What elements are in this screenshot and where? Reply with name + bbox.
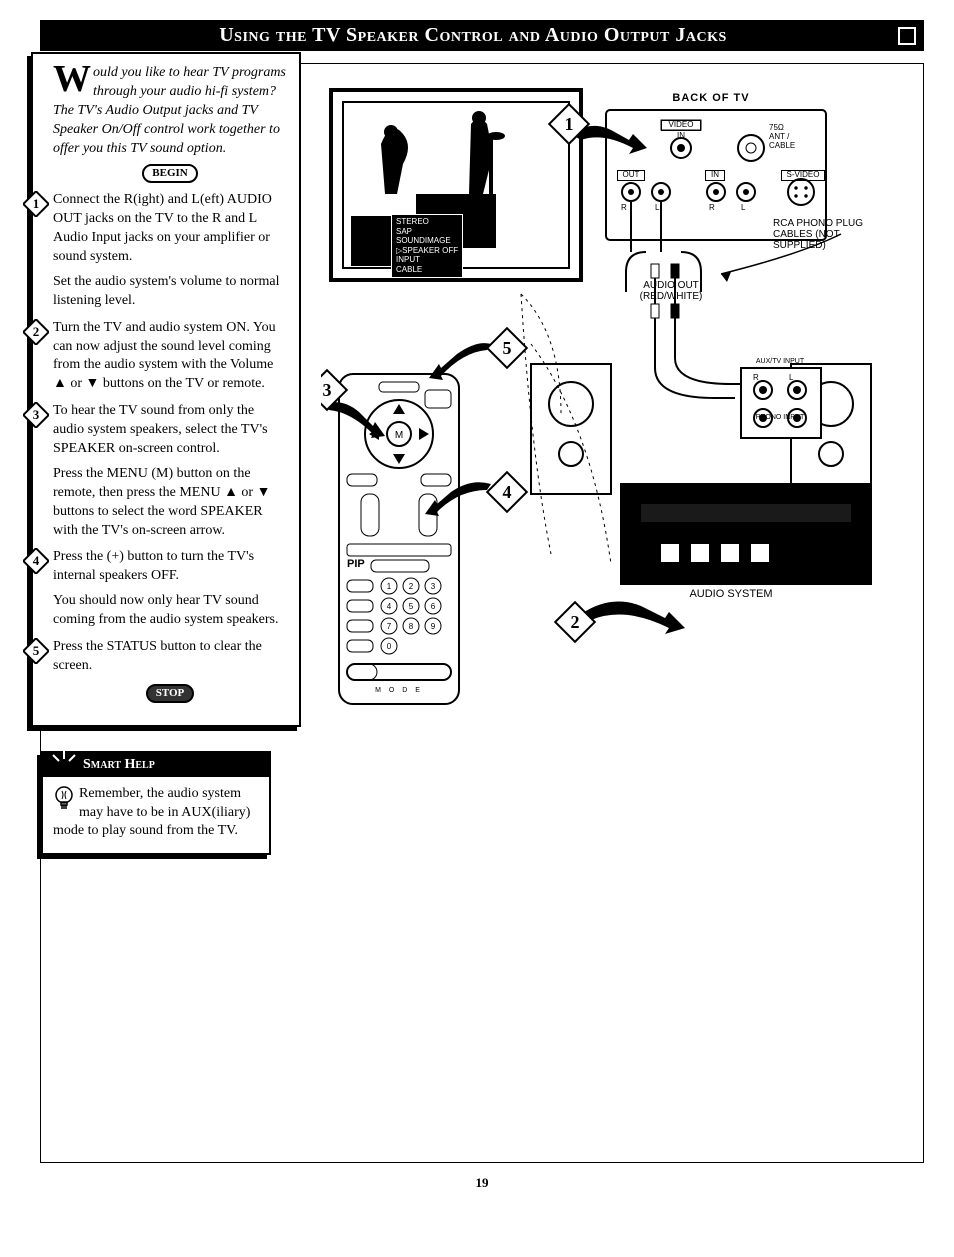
dropcap: W <box>53 64 93 94</box>
wiring-diagram: M <box>321 84 881 804</box>
svg-text:5: 5 <box>409 602 414 611</box>
steps-box: W ould you like to hear TV programs thro… <box>31 52 301 727</box>
stop-pill: STOP <box>53 684 287 703</box>
lightbulb-icon <box>53 785 75 813</box>
svg-text:1: 1 <box>33 196 40 211</box>
svg-text:2: 2 <box>33 324 40 339</box>
stop-label: STOP <box>146 684 195 703</box>
svg-text:8: 8 <box>409 622 414 631</box>
svg-text:4: 4 <box>33 553 40 568</box>
right-column: M <box>301 64 923 855</box>
label-audio-system: AUDIO SYSTEM <box>671 588 791 600</box>
label-amp-r: R <box>753 374 759 383</box>
svg-text:9: 9 <box>431 622 436 631</box>
step-2: 2 Turn the TV and audio system ON. You ca… <box>29 319 287 395</box>
label-svideo: S-VIDEO <box>781 170 825 181</box>
page-number: 19 <box>40 1175 924 1191</box>
step-diamond-icon: 5 <box>23 638 49 664</box>
title-corner-box <box>898 27 916 45</box>
step-5: 5 Press the STATUS button to clear the sc… <box>29 638 287 676</box>
svg-text:0: 0 <box>387 642 392 651</box>
begin-pill: BEGIN <box>53 164 287 183</box>
svg-text:3: 3 <box>33 407 40 422</box>
label-amp-l: L <box>789 374 793 383</box>
label-ant: 75Ω ANT / CABLE <box>769 124 809 150</box>
label-out: OUT <box>617 170 645 181</box>
step-5-para: Press the STATUS button to clear the scr… <box>53 638 287 676</box>
label-in: IN <box>669 132 693 141</box>
step-4-para: You should now only hear TV sound coming… <box>53 592 287 630</box>
label-video: VIDEO <box>661 120 701 131</box>
page-title: Using the TV Speaker Control and Audio O… <box>48 24 898 47</box>
step-4: 4 Press the (+) button to turn the TV's i… <box>29 548 287 630</box>
svg-text:7: 7 <box>387 622 392 631</box>
step-1-para: Connect the R(ight) and L(eft) AUDIO OUT… <box>53 191 287 267</box>
smart-help-header: Smart Help <box>43 753 269 777</box>
svg-text:3: 3 <box>323 380 332 400</box>
svg-text:4: 4 <box>503 482 512 502</box>
svg-text:M O D E: M O D E <box>375 687 423 694</box>
tv-onscreen-menu: STEREOSAPSOUNDIMAGE▷SPEAKER OFFINPUTCABL… <box>391 214 463 278</box>
label-l2: L <box>741 204 745 213</box>
svg-text:4: 4 <box>387 602 392 611</box>
label-back-of-tv: BACK OF TV <box>631 92 791 104</box>
title-bar: Using the TV Speaker Control and Audio O… <box>40 20 924 51</box>
smart-help-text: Remember, the audio system may have to b… <box>53 786 250 839</box>
step-diamond-icon: 3 <box>23 402 49 428</box>
remote-pip-label: PIP <box>347 558 365 570</box>
svg-text:1: 1 <box>565 114 574 134</box>
spark-icon <box>47 749 81 773</box>
step-3-para: Press the MENU (M) button on the remote,… <box>53 465 287 541</box>
begin-label: BEGIN <box>142 164 197 183</box>
svg-text:6: 6 <box>431 602 436 611</box>
step-4-para: Press the (+) button to turn the TV's in… <box>53 548 287 586</box>
svg-text:5: 5 <box>503 338 512 358</box>
step-1: 1 Connect the R(ight) and L(eft) AUDIO OU… <box>29 191 287 310</box>
left-column: W ould you like to hear TV programs thro… <box>31 52 301 855</box>
svg-text:1: 1 <box>387 582 392 591</box>
step-1-para: Set the audio system's volume to normal … <box>53 273 287 311</box>
step-2-para: Turn the TV and audio system ON. You can… <box>53 319 287 395</box>
step-3: 3 To hear the TV sound from only the audi… <box>29 402 287 540</box>
step-3-para: To hear the TV sound from only the audio… <box>53 402 287 459</box>
label-l1: L <box>655 204 659 213</box>
svg-text:2: 2 <box>409 582 414 591</box>
smart-help-body: Remember, the audio system may have to b… <box>43 777 269 854</box>
label-audio-out: AUDIO OUT (RED/WHITE) <box>621 280 721 302</box>
svg-text:3: 3 <box>431 582 436 591</box>
step-diamond-icon: 2 <box>23 319 49 345</box>
intro-text: W ould you like to hear TV programs thro… <box>53 64 287 158</box>
smart-help-box: Smart Help Remember, the audio system ma… <box>41 751 271 856</box>
svg-text:5: 5 <box>33 643 40 658</box>
label-r2: R <box>709 204 715 213</box>
step-diamond-icon: 4 <box>23 548 49 574</box>
svg-text:M: M <box>395 430 403 441</box>
label-rca: RCA PHONO PLUG CABLES (NOT SUPPLIED) <box>773 218 883 251</box>
label-r1: R <box>621 204 627 213</box>
step-diamond-icon: 1 <box>23 191 49 217</box>
page-frame: W ould you like to hear TV programs thro… <box>40 63 924 1163</box>
smart-help-title: Smart Help <box>83 757 155 772</box>
label-aux: AUX/TV INPUT <box>745 358 815 366</box>
svg-text:2: 2 <box>571 612 580 632</box>
label-in2: IN <box>705 170 725 181</box>
label-phono: PHONO INPUT <box>745 414 815 422</box>
